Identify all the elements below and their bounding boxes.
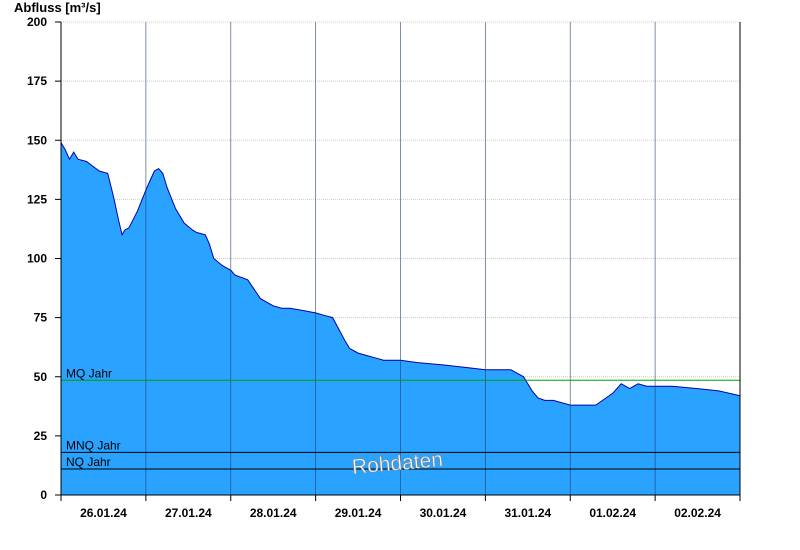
y-tick-label: 50 bbox=[34, 370, 48, 384]
y-tick-label: 25 bbox=[34, 429, 48, 443]
x-tick-label: 26.01.24 bbox=[80, 506, 127, 520]
x-tick-label: 27.01.24 bbox=[165, 506, 212, 520]
x-tick-label: 01.02.24 bbox=[589, 506, 636, 520]
x-tick-label: 29.01.24 bbox=[335, 506, 382, 520]
y-axis-title: Abfluss [m³/s] bbox=[14, 0, 101, 15]
y-tick-label: 175 bbox=[27, 74, 47, 88]
x-tick-label: 31.01.24 bbox=[504, 506, 551, 520]
y-tick-label: 200 bbox=[27, 15, 47, 29]
y-tick-label: 125 bbox=[27, 192, 47, 206]
reference-label: NQ Jahr bbox=[66, 455, 111, 469]
y-tick-label: 75 bbox=[34, 311, 48, 325]
discharge-line bbox=[60, 142, 741, 406]
y-tick-label: 150 bbox=[27, 133, 47, 147]
y-tick-label: 100 bbox=[27, 252, 47, 266]
x-tick-label: 28.01.24 bbox=[250, 506, 297, 520]
y-tick-label: 0 bbox=[40, 488, 47, 502]
reference-label: MQ Jahr bbox=[66, 366, 112, 380]
x-tick-label: 02.02.24 bbox=[674, 506, 721, 520]
reference-label: MNQ Jahr bbox=[66, 438, 121, 452]
x-tick-label: 30.01.24 bbox=[420, 506, 467, 520]
